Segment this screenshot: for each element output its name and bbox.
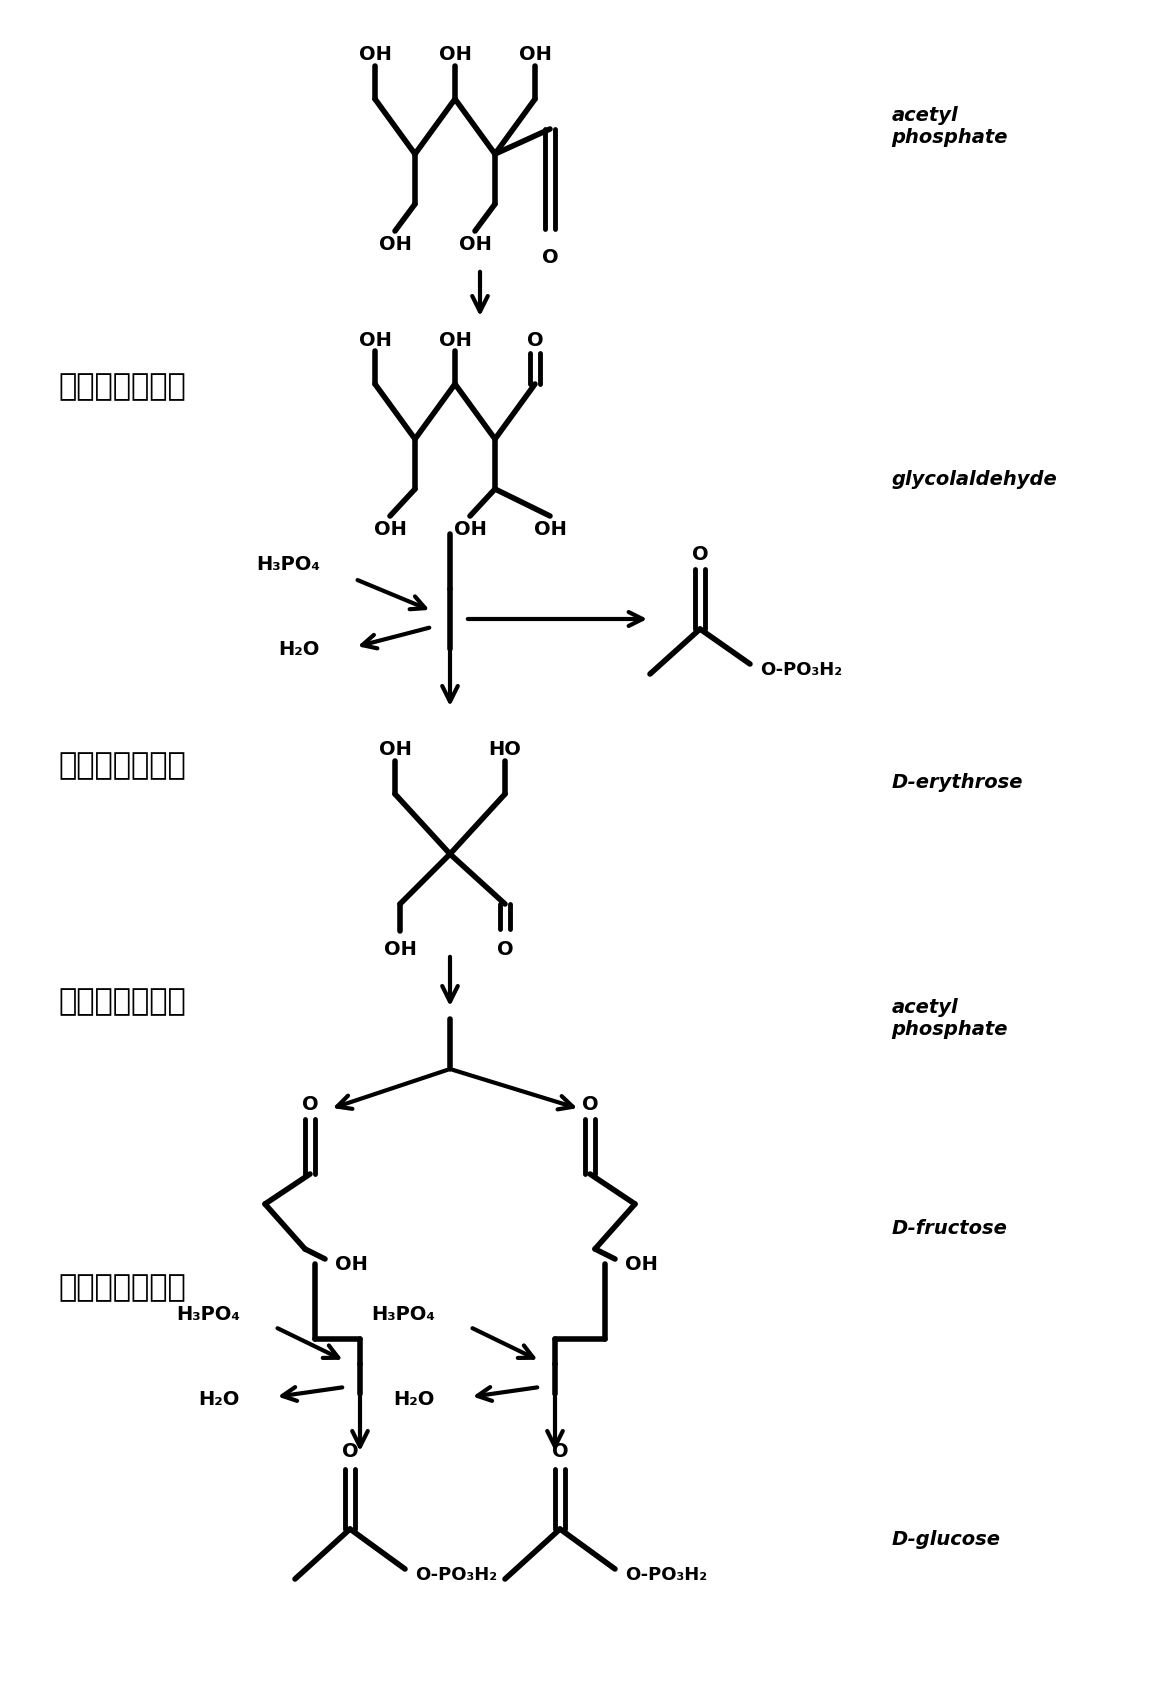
Text: OH: OH: [373, 520, 406, 540]
Text: O-PO₃H₂: O-PO₃H₂: [415, 1564, 497, 1583]
Text: acetyl
phosphate: acetyl phosphate: [891, 106, 1008, 146]
Text: HO: HO: [489, 740, 522, 759]
Text: OH: OH: [359, 330, 392, 350]
Text: O: O: [551, 1441, 568, 1460]
Text: OH: OH: [439, 330, 472, 350]
Text: glycolaldehyde: glycolaldehyde: [891, 469, 1057, 489]
Text: O: O: [582, 1095, 598, 1113]
Text: 第四步酶促反应: 第四步酶促反应: [59, 372, 187, 402]
Text: D-erythrose: D-erythrose: [891, 772, 1023, 792]
Text: D-glucose: D-glucose: [891, 1529, 1001, 1549]
Text: OH: OH: [625, 1255, 658, 1273]
Text: O: O: [542, 247, 558, 267]
Text: 第二步酶促反应: 第二步酶促反应: [59, 986, 187, 1016]
Text: acetyl
phosphate: acetyl phosphate: [891, 997, 1008, 1038]
Text: H₃PO₄: H₃PO₄: [256, 555, 320, 574]
Text: OH: OH: [459, 235, 491, 254]
Text: OH: OH: [518, 45, 551, 64]
Text: O-PO₃H₂: O-PO₃H₂: [625, 1564, 707, 1583]
Text: OH: OH: [379, 235, 412, 254]
Text: H₂O: H₂O: [198, 1389, 240, 1408]
Text: O: O: [301, 1095, 318, 1113]
Text: OH: OH: [439, 45, 472, 64]
Text: OH: OH: [359, 45, 392, 64]
Text: H₃PO₄: H₃PO₄: [371, 1305, 435, 1324]
Text: OH: OH: [534, 520, 567, 540]
Text: H₂O: H₂O: [394, 1389, 435, 1408]
Text: OH: OH: [335, 1255, 368, 1273]
Text: OH: OH: [454, 520, 487, 540]
Text: O: O: [496, 940, 514, 959]
Text: D-fructose: D-fructose: [891, 1218, 1008, 1238]
Text: O: O: [692, 545, 708, 563]
Text: H₂O: H₂O: [279, 641, 320, 659]
Text: 第一步酶促反应: 第一步酶促反应: [59, 1272, 187, 1302]
Text: 第三步酶促反应: 第三步酶促反应: [59, 750, 187, 780]
Text: O: O: [341, 1441, 358, 1460]
Text: OH: OH: [379, 740, 412, 759]
Text: H₃PO₄: H₃PO₄: [176, 1305, 240, 1324]
Text: O-PO₃H₂: O-PO₃H₂: [760, 661, 842, 678]
Text: OH: OH: [384, 940, 416, 959]
Text: O: O: [527, 330, 543, 350]
